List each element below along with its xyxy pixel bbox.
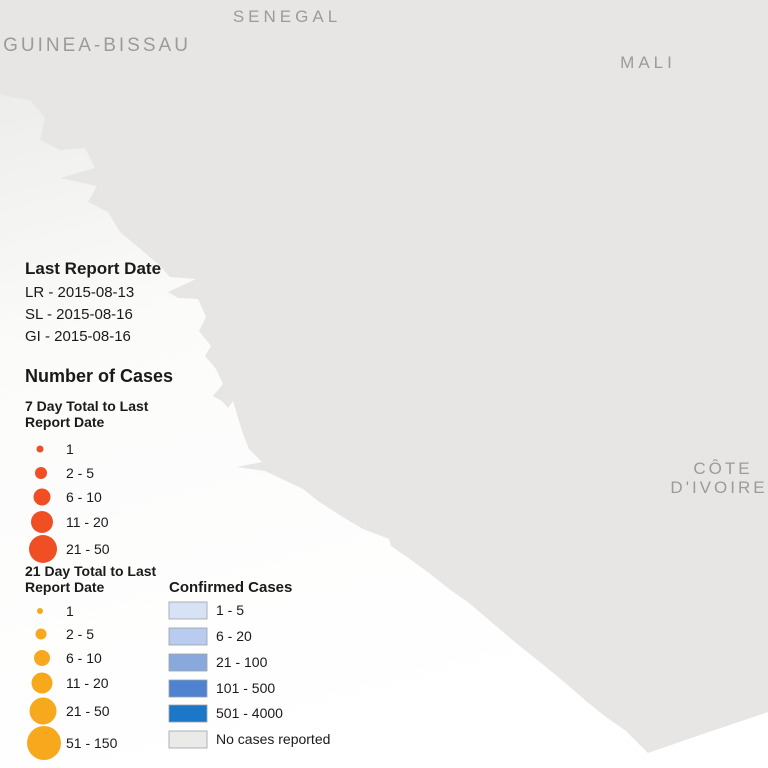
svg-text:6 - 10: 6 - 10: [66, 489, 102, 505]
svg-text:GI - 2015-08-16: GI - 2015-08-16: [25, 328, 131, 345]
svg-text:1: 1: [66, 441, 74, 457]
svg-text:D'IVOIRE: D'IVOIRE: [670, 478, 767, 497]
svg-text:MALI: MALI: [620, 53, 676, 72]
svg-text:Last Report Date: Last Report Date: [25, 259, 161, 278]
svg-text:6 - 20: 6 - 20: [216, 628, 252, 644]
svg-text:11 - 20: 11 - 20: [66, 675, 109, 691]
svg-text:21 - 50: 21 - 50: [66, 541, 110, 557]
svg-text:101 - 500: 101 - 500: [216, 680, 275, 696]
svg-text:No cases reported: No cases reported: [216, 731, 330, 747]
svg-text:GUINEA-BISSAU: GUINEA-BISSAU: [3, 35, 191, 56]
svg-text:Report Date: Report Date: [25, 414, 105, 430]
svg-text:7 Day Total to Last: 7 Day Total to Last: [25, 398, 149, 414]
svg-text:Confirmed Cases: Confirmed Cases: [169, 579, 292, 596]
svg-text:Report Date: Report Date: [25, 579, 105, 595]
svg-text:21 - 50: 21 - 50: [66, 703, 110, 719]
svg-text:51 - 150: 51 - 150: [66, 735, 118, 751]
svg-text:2 - 5: 2 - 5: [66, 626, 94, 642]
svg-text:CÔTE: CÔTE: [693, 459, 752, 478]
svg-text:1 - 5: 1 - 5: [216, 602, 244, 618]
svg-text:LR - 2015-08-13: LR - 2015-08-13: [25, 284, 134, 301]
svg-text:1: 1: [66, 603, 74, 619]
svg-text:SL - 2015-08-16: SL - 2015-08-16: [25, 306, 133, 323]
svg-text:6 - 10: 6 - 10: [66, 650, 102, 666]
svg-text:2 - 5: 2 - 5: [66, 465, 94, 481]
svg-text:501 - 4000: 501 - 4000: [216, 705, 283, 721]
svg-text:21 - 100: 21 - 100: [216, 654, 268, 670]
svg-text:SENEGAL: SENEGAL: [233, 7, 341, 26]
svg-text:Number of Cases: Number of Cases: [25, 366, 173, 386]
svg-text:21 Day Total to Last: 21 Day Total to Last: [25, 563, 157, 579]
svg-text:11 - 20: 11 - 20: [66, 514, 109, 530]
